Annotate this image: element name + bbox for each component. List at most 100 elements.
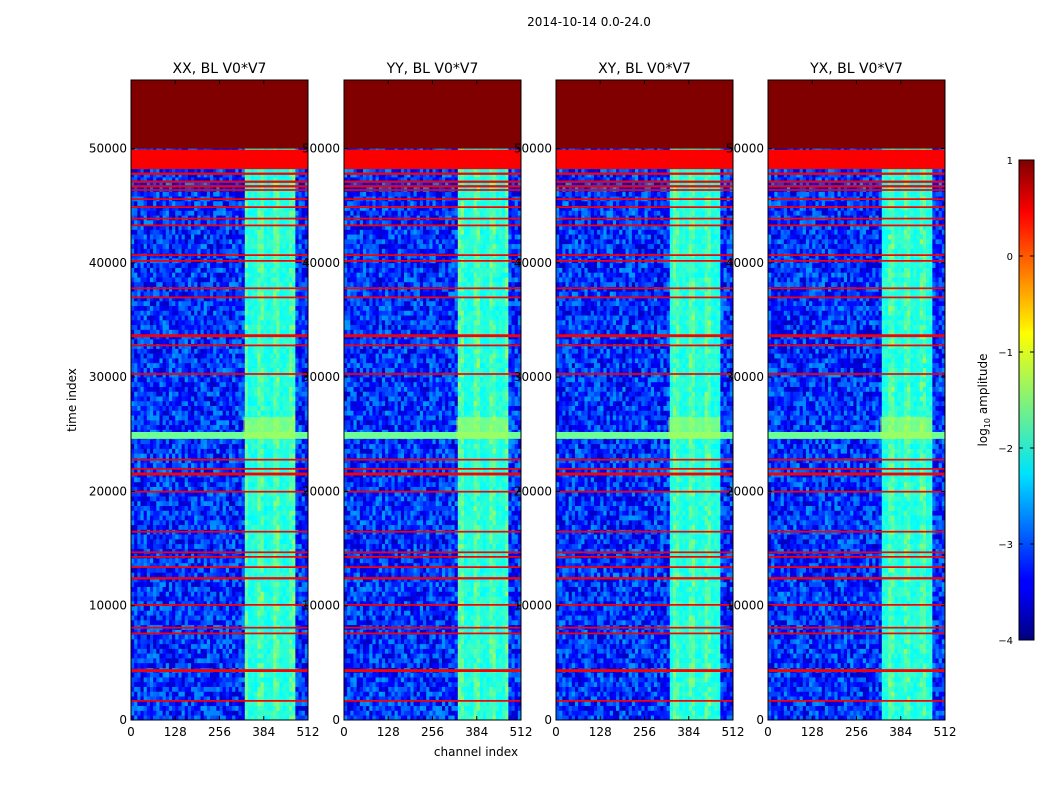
heatmap-cell [140, 381, 144, 387]
heatmap-cell [279, 548, 284, 554]
heatmap-cell [247, 653, 252, 659]
heatmap-cell [254, 577, 258, 583]
heatmap-cell [289, 381, 293, 387]
heatmap-cell [244, 362, 249, 368]
heatmap-cell [181, 534, 186, 540]
heatmap-cell [247, 377, 252, 383]
heatmap-cell [238, 320, 242, 326]
heatmap-cell [247, 462, 252, 468]
heatmap-cell [260, 696, 265, 702]
heatmap-cell [251, 653, 255, 659]
heatmap-cell [168, 324, 173, 330]
heatmap-cell [165, 686, 170, 692]
heatmap-cell [187, 581, 192, 587]
heatmap-cell [184, 348, 189, 354]
heatmap-cell [251, 343, 255, 349]
heatmap-cell [213, 520, 217, 526]
heatmap-cell [184, 300, 189, 307]
heatmap-cell [172, 696, 176, 702]
heatmap-cell [225, 420, 230, 426]
heatmap-cell [282, 686, 287, 692]
heatmap-cell [304, 520, 308, 526]
heatmap-cell [168, 305, 173, 311]
heatmap-cell [149, 348, 154, 354]
heatmap-cell [146, 381, 151, 387]
heatmap-cell [235, 343, 239, 349]
heatmap-cell [143, 477, 148, 483]
heatmap-cell [178, 410, 182, 416]
heatmap-cell [232, 296, 236, 302]
heatmap-cell [194, 310, 198, 316]
heatmap-cell [165, 658, 170, 664]
heatmap-cell [285, 600, 290, 607]
heatmap-cell [191, 634, 195, 640]
heatmap-cell [241, 443, 246, 449]
heatmap-cell [216, 662, 220, 668]
heatmap-cell [260, 329, 265, 335]
heatmap-cell [238, 581, 242, 587]
heatmap-cell [298, 581, 302, 587]
heatmap-cell [159, 567, 163, 573]
heatmap-cell [222, 710, 227, 716]
heatmap-cell [285, 610, 290, 616]
heatmap-cell [168, 510, 173, 516]
heatmap-cell [187, 305, 192, 311]
heatmap-cell [219, 410, 223, 416]
heatmap-cell [172, 300, 176, 307]
heatmap-cell [228, 524, 233, 530]
heatmap-cell [228, 362, 233, 368]
heatmap-cell [153, 539, 157, 545]
heatmap-cell [295, 581, 299, 587]
heatmap-cell [181, 367, 186, 373]
heatmap-cell [134, 415, 138, 421]
heatmap-cell [134, 558, 138, 564]
heatmap-cell [219, 620, 223, 626]
heatmap-cell [285, 553, 290, 559]
heatmap-cell [143, 348, 148, 354]
heatmap-cell [134, 462, 138, 468]
heatmap-cell [168, 367, 173, 373]
heatmap-cell [146, 653, 151, 659]
heatmap-cell [162, 367, 167, 373]
heatmap-cell [257, 543, 261, 549]
heatmap-cell [295, 715, 299, 720]
heatmap-cell [282, 296, 287, 302]
heatmap-cell [251, 586, 255, 592]
heatmap-cell [228, 610, 233, 616]
heatmap-cell [222, 610, 227, 616]
heatmap-cell [137, 396, 141, 402]
heatmap-cell [241, 315, 246, 321]
heatmap-cell [273, 658, 277, 664]
heatmap-cell [216, 691, 220, 697]
heatmap-cell [156, 491, 160, 497]
heatmap-cell [282, 386, 287, 392]
heatmap-cell [247, 358, 252, 364]
heatmap-cell [254, 524, 258, 530]
heatmap-cell [276, 453, 280, 459]
heatmap-cell [225, 639, 230, 645]
heatmap-cell [282, 543, 287, 549]
heatmap-cell [146, 320, 151, 326]
heatmap-cell [213, 558, 217, 564]
heatmap-cell [282, 610, 287, 616]
heatmap-cell [276, 691, 280, 697]
heatmap-cell [181, 553, 186, 559]
heatmap-cell [270, 500, 274, 507]
heatmap-cell [251, 577, 255, 583]
heatmap-cell [175, 605, 179, 611]
heatmap-cell [273, 320, 277, 326]
heatmap-cell [140, 605, 144, 611]
heatmap-cell [266, 500, 271, 507]
heatmap-cell [219, 567, 223, 573]
heatmap-cell [238, 486, 242, 492]
heatmap-cell [153, 458, 157, 464]
heatmap-cell [279, 477, 284, 483]
heatmap-cell [292, 605, 296, 611]
heatmap-cell [156, 696, 160, 702]
heatmap-cell [266, 643, 271, 649]
heatmap-cell [292, 448, 296, 454]
heatmap-cell [219, 329, 223, 335]
heatmap-cell [137, 615, 141, 621]
heatmap-cell [178, 600, 182, 607]
heatmap-cell [282, 324, 287, 330]
